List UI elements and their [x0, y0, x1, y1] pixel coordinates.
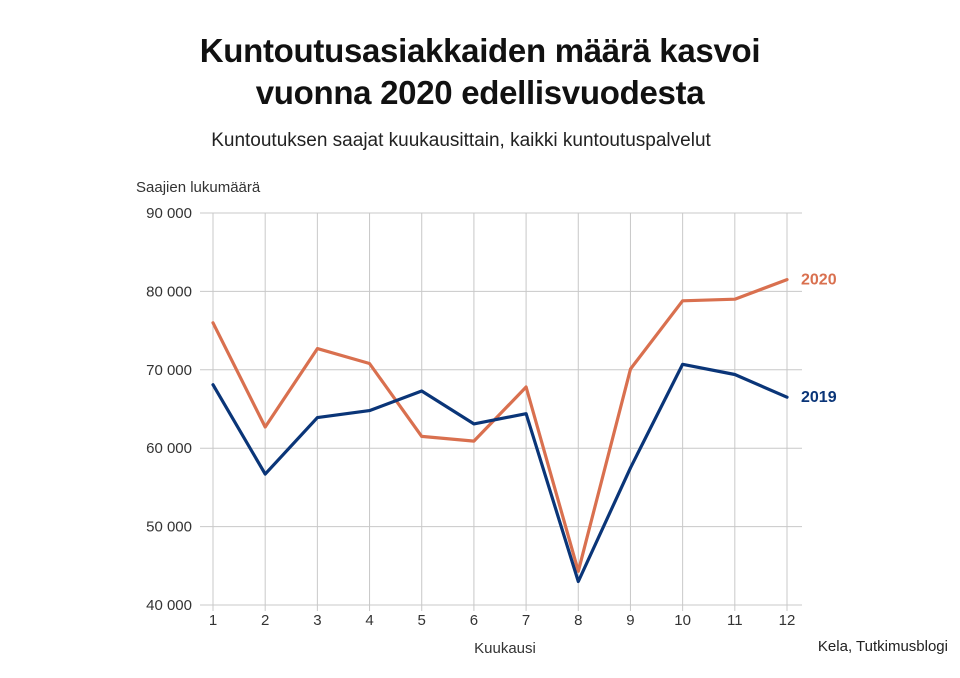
x-tick-label: 12	[779, 612, 796, 629]
x-tick-label: 4	[365, 612, 373, 629]
x-tick-label: 7	[522, 612, 530, 629]
x-tick-label: 10	[674, 612, 691, 629]
y-tick-label: 60 000	[146, 440, 192, 457]
x-tick-label: 9	[626, 612, 634, 629]
series-line-2020	[211, 278, 789, 573]
series-label-2019: 2019	[801, 389, 837, 406]
x-tick-label: 1	[209, 612, 217, 629]
y-tick-label: 80 000	[146, 283, 192, 300]
y-tick-label: 40 000	[146, 597, 192, 614]
x-tick-label: 11	[727, 612, 743, 629]
x-tick-label: 2	[261, 612, 269, 629]
x-tick-label: 6	[470, 612, 478, 629]
x-axis-label: Kuukausi	[474, 640, 536, 657]
chart-title-line-1: Kuntoutusasiakkaiden määrä kasvoi	[199, 32, 761, 69]
y-tick-label: 90 000	[146, 205, 192, 222]
series-line-2019	[211, 362, 789, 584]
y-tick-label: 70 000	[146, 362, 192, 379]
y-tick-label: 50 000	[146, 519, 192, 536]
source-credit: Kela, Tutkimusblogi	[817, 638, 948, 655]
series-label-2020: 2020	[801, 272, 837, 289]
chart-title-line-2: vuonna 2020 edellisvuodesta	[255, 74, 705, 111]
x-tick-label: 5	[418, 612, 426, 629]
x-tick-label: 3	[313, 612, 321, 629]
chart-title: Kuntoutusasiakkaiden määrä kasvoi vuonna…	[0, 30, 960, 114]
chart-subtitle: Kuntoutuksen saajat kuukausittain, kaikk…	[211, 130, 711, 151]
x-tick-label: 8	[574, 612, 582, 629]
y-axis-label: Saajien lukumäärä	[136, 179, 261, 196]
